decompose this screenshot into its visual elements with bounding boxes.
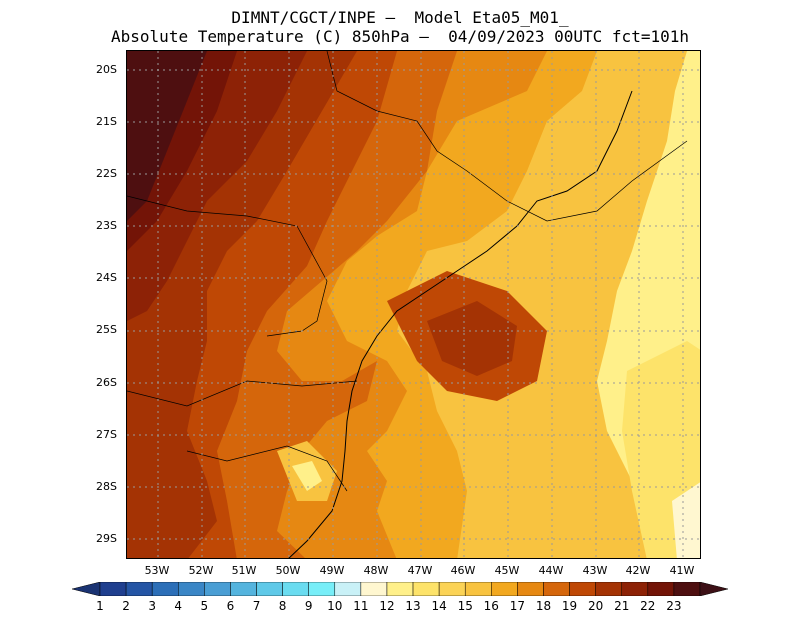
colorbar-label: 18 [535, 599, 552, 613]
lat-label-29s: 29S [96, 532, 117, 545]
colorbar [72, 582, 728, 596]
colorbar-segment [517, 582, 544, 596]
colorbar-label: 1 [96, 599, 104, 613]
chart-title-line-2: Absolute Temperature (C) 850hPa – 04/09/… [111, 27, 689, 46]
colorbar-label: 13 [405, 599, 421, 613]
colorbar-label: 6 [226, 599, 235, 613]
colorbar-label: 3 [148, 599, 156, 613]
lat-label-24s: 24S [96, 271, 117, 284]
colorbar-label: 14 [431, 599, 447, 613]
colorbar-label: 23 [666, 599, 682, 613]
colorbar-segment [178, 582, 205, 596]
lon-label-45w: 45W [494, 564, 520, 577]
colorbar-label: 10 [327, 599, 343, 613]
lat-label-28s: 28S [96, 480, 117, 493]
colorbar-segment [647, 582, 675, 596]
colorbar-segment [360, 582, 388, 596]
colorbar-segment [412, 582, 440, 596]
colorbar-segment [464, 582, 492, 596]
colorbar-label: 2 [122, 599, 130, 613]
state-border-1 [127, 195, 328, 337]
colorbar-label: 11 [353, 599, 369, 613]
lon-label-52w: 52W [188, 564, 214, 577]
colorbar-label: 22 [640, 599, 656, 613]
lon-label-51w: 51W [231, 564, 257, 577]
colorbar-label: 5 [200, 599, 209, 613]
lon-label-49w: 49W [319, 564, 345, 577]
map-canvas [127, 51, 700, 558]
colorbar-segment [595, 582, 622, 596]
colorbar-label: 12 [379, 599, 395, 613]
band-23 [127, 51, 207, 221]
colorbar-label: 4 [174, 599, 183, 613]
lon-label-43w: 43W [582, 564, 608, 577]
colorbar-segment [569, 582, 596, 596]
colorbar-label: 9 [304, 599, 313, 613]
lat-label-27s: 27S [96, 428, 117, 441]
band-cool-inland-2 [292, 461, 322, 491]
colorbar-segment [204, 582, 231, 596]
lon-label-53w: 53W [144, 564, 170, 577]
lon-grid [157, 51, 684, 558]
lat-label-22s: 22S [96, 167, 117, 180]
colorbar-label: 20 [588, 599, 604, 613]
lat-label-26s: 26S [96, 376, 117, 389]
chart-title-line-1: DIMNT/CGCT/INPE – Model Eta05_M01_ [231, 8, 569, 27]
colorbar-label: 19 [561, 599, 578, 613]
colorbar-segment [151, 582, 179, 596]
lon-label-42w: 42W [625, 564, 651, 577]
state-border-4 [326, 51, 688, 222]
colorbar-label: 7 [252, 599, 261, 613]
lat-label-23s: 23S [96, 219, 117, 232]
colorbar-segment [673, 582, 701, 596]
colorbar-segment [491, 582, 518, 596]
lat-label-20s: 20S [96, 63, 117, 76]
colorbar-low-arrow [72, 582, 101, 596]
colorbar-segment [308, 582, 336, 596]
colorbar-label: 21 [614, 599, 630, 613]
band-core-20 [427, 301, 517, 376]
colorbar-segment [230, 582, 257, 596]
state-border-3 [186, 445, 348, 492]
lon-label-50w: 50W [275, 564, 301, 577]
colorbar-segment [386, 582, 414, 596]
colorbar-segment [125, 582, 153, 596]
lon-label-47w: 47W [407, 564, 433, 577]
lat-label-21s: 21S [96, 115, 117, 128]
temperature-map [126, 50, 701, 559]
state-border-2 [127, 380, 358, 407]
lon-label-41w: 41W [669, 564, 695, 577]
colorbar-label: 17 [509, 599, 526, 613]
colorbar-segment [438, 582, 466, 596]
colorbar-segment [282, 582, 309, 596]
lon-label-44w: 44W [538, 564, 564, 577]
colorbar-segment [621, 582, 649, 596]
colorbar-segment [256, 582, 283, 596]
colorbar-label: 8 [278, 599, 287, 613]
colorbar-segment [334, 582, 362, 596]
lon-label-48w: 48W [363, 564, 389, 577]
coastline [288, 90, 633, 558]
colorbar-label: 16 [483, 599, 499, 613]
colorbar-segment [543, 582, 570, 596]
colorbar-high-arrow [699, 582, 728, 596]
lon-label-46w: 46W [450, 564, 476, 577]
colorbar-label: 15 [457, 599, 473, 613]
lat-label-25s: 25S [96, 323, 117, 336]
colorbar-segment [99, 582, 127, 596]
